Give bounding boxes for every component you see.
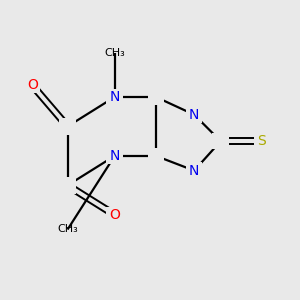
- Text: S: S: [257, 134, 266, 148]
- Bar: [106, 89, 123, 105]
- Text: O: O: [27, 78, 38, 92]
- Bar: [186, 106, 202, 123]
- Text: CH₃: CH₃: [104, 48, 125, 58]
- Text: N: N: [110, 149, 120, 163]
- Bar: [186, 162, 202, 179]
- Text: N: N: [189, 164, 200, 178]
- Bar: [148, 148, 164, 164]
- Text: N: N: [110, 90, 120, 104]
- Bar: [106, 206, 123, 223]
- Bar: [254, 133, 270, 149]
- Bar: [59, 118, 76, 135]
- Bar: [212, 133, 229, 149]
- Bar: [59, 177, 76, 194]
- Text: CH₃: CH₃: [57, 224, 78, 235]
- Text: O: O: [109, 208, 120, 222]
- Text: N: N: [189, 108, 200, 122]
- Bar: [24, 77, 40, 94]
- Bar: [106, 148, 123, 164]
- Bar: [148, 89, 164, 105]
